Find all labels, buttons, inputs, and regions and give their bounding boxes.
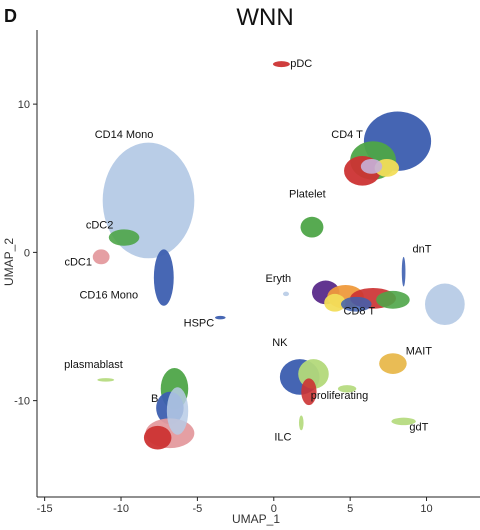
cluster-point-cloud (108, 229, 140, 246)
plot-area: CD14 Mono CD16 Mono cDC2 cDC1 pDC Platelet Ery… (64, 58, 465, 450)
cluster-point-cloud (340, 296, 372, 312)
cluster-label: plasmablast (64, 359, 123, 371)
cluster-point-cloud (337, 385, 357, 393)
x-tick-label: 0 (271, 503, 277, 515)
cluster-label: dnT (412, 243, 431, 255)
cluster-cdc1 (92, 249, 110, 265)
cluster-point-cloud (391, 417, 416, 426)
cluster-label: ILC (274, 432, 291, 444)
cluster-label: CD14 Mono (95, 129, 154, 141)
x-tick-label: -15 (37, 503, 53, 515)
cluster-cd14-mono (102, 142, 195, 259)
cluster-label: CD4 T (331, 129, 363, 141)
cluster-gdt (391, 417, 416, 426)
chart-title: WNN (236, 4, 293, 31)
cluster-point-cloud (282, 291, 290, 297)
cluster-eryth (282, 291, 290, 297)
cluster-point-cloud (425, 283, 465, 326)
y-axis-label: UMAP_2 (2, 238, 16, 286)
cluster-labels: CD14 Mono CD16 Mono cDC2 cDC1 pDC Platelet Ery… (64, 58, 432, 444)
y-axis-ticks: -10 0 10 (14, 99, 37, 408)
cluster-point-cloud (97, 378, 115, 382)
cluster-label: MAIT (406, 346, 433, 358)
x-tick-label: -5 (193, 503, 203, 515)
cluster-point-cloud (166, 387, 189, 435)
cluster-hspc (214, 315, 226, 320)
cluster-point-cloud (401, 256, 406, 287)
cluster-point-cloud (143, 425, 172, 450)
x-axis-ticks: -15 -10 -5 0 5 10 (37, 497, 433, 515)
x-tick-label: 5 (347, 503, 353, 515)
cluster-point-cloud (273, 61, 290, 68)
cluster-label: NK (272, 337, 288, 349)
cluster-cdc2 (108, 229, 140, 246)
cluster-point-cloud (102, 142, 195, 259)
cluster-label: CD16 Mono (79, 289, 138, 301)
cluster-dnt (401, 256, 406, 287)
cluster-label: gdT (409, 421, 428, 433)
cluster-point-cloud (379, 353, 407, 374)
cluster-b (143, 368, 195, 450)
y-tick-label: -10 (14, 396, 30, 408)
cluster-cd4-t (344, 111, 432, 186)
cluster-point-cloud (92, 249, 110, 265)
cluster-point-cloud (376, 290, 410, 309)
cluster-label: B (151, 393, 158, 405)
cluster-platelet (300, 216, 324, 238)
cluster-label: pDC (290, 58, 312, 70)
panel-letter: D (4, 6, 17, 26)
cluster-label: HSPC (184, 318, 215, 330)
y-tick-label: 0 (24, 247, 30, 259)
cluster-cd8-t (311, 280, 465, 326)
cluster-plasmablast (97, 378, 115, 382)
cluster-point-cloud (324, 293, 346, 312)
cluster-label: cDC1 (64, 257, 92, 269)
cluster-label: Platelet (289, 189, 326, 201)
cluster-point-cloud (360, 158, 383, 174)
x-axis-label: UMAP_1 (232, 512, 280, 526)
cluster-label: cDC2 (86, 220, 114, 232)
cluster-point-cloud (298, 415, 304, 431)
cluster-point-cloud (214, 315, 226, 320)
y-tick-label: 10 (18, 99, 30, 111)
cluster-label: CD8 T (344, 306, 376, 318)
cluster-point-cloud (301, 378, 317, 406)
cluster-label: Eryth (266, 273, 292, 285)
cluster-label: proliferating (311, 390, 368, 402)
cluster-shapes (92, 61, 465, 450)
cluster-ilc (298, 415, 304, 431)
cluster-pdc (273, 61, 290, 68)
x-tick-label: -10 (113, 503, 129, 515)
cluster-cd16-mono (153, 249, 174, 306)
cluster-nk (279, 359, 329, 406)
cluster-mait (379, 353, 407, 374)
cluster-point-cloud (153, 249, 174, 306)
cluster-proliferating (337, 385, 357, 393)
x-tick-label: 10 (420, 503, 432, 515)
cluster-point-cloud (300, 216, 324, 238)
